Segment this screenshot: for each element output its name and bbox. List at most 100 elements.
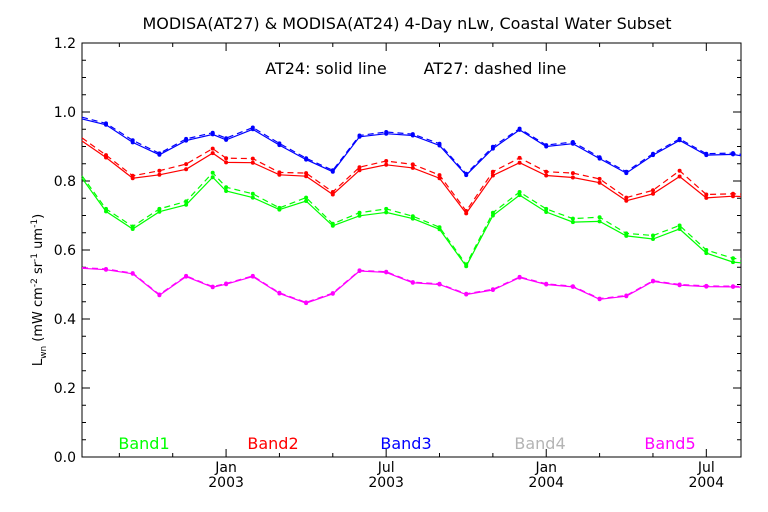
- band3-solid-point: [437, 143, 442, 148]
- band2-solid-point: [651, 191, 655, 196]
- band2-solid-point: [464, 211, 469, 216]
- band1-dashed-line: [81, 171, 742, 266]
- band1-dashed-point: [384, 206, 389, 211]
- band2-solid-point: [677, 174, 682, 179]
- band5-solid-point: [224, 282, 229, 287]
- band2-dashed-point: [357, 165, 362, 170]
- band1-solid-point: [104, 209, 108, 214]
- band3-solid-point: [104, 122, 108, 127]
- y-tick-label: 1.0: [54, 105, 76, 121]
- band1-dashed-point: [357, 210, 362, 215]
- band5-solid-point: [624, 294, 629, 299]
- band3-solid-point: [731, 152, 735, 157]
- y-tick-label: 1.2: [54, 36, 76, 52]
- band2-dashed-point: [184, 162, 189, 167]
- band1-solid-point: [624, 233, 629, 238]
- band1-solid-point: [277, 207, 282, 212]
- band2-solid-point: [130, 176, 135, 181]
- band5-solid-point: [490, 288, 495, 292]
- band2-solid-point: [250, 160, 255, 165]
- annotation-dashed: AT27: dashed line: [424, 59, 567, 78]
- band2-dashed-point: [437, 173, 442, 178]
- band1-dashed-point: [224, 185, 229, 190]
- band3-solid-point: [224, 137, 229, 142]
- band2-solid-point: [437, 176, 442, 181]
- legend-band4: Band4: [514, 434, 565, 453]
- band2-dashed-point: [210, 146, 215, 151]
- band1-dashed-point: [570, 216, 575, 221]
- band2-solid-point: [184, 167, 189, 172]
- band3-solid-point: [277, 143, 282, 148]
- y-axis-label-close: ): [31, 214, 46, 219]
- annotation-solid: AT24: solid line: [265, 59, 386, 78]
- band3-solid-point: [304, 157, 309, 162]
- band3-solid-point: [464, 173, 469, 178]
- band5-solid-point: [544, 282, 549, 287]
- x-tick-year: 2004: [528, 475, 564, 491]
- band1-solid-point: [304, 199, 309, 203]
- y-axis-label-units-open: (mW cm: [31, 287, 46, 346]
- x-tick-month: Jul: [697, 460, 715, 476]
- band2-solid-point: [597, 180, 602, 185]
- band5-solid-point: [464, 292, 469, 297]
- y-tick-label: 0.8: [54, 174, 76, 190]
- band5-solid-point: [597, 297, 602, 302]
- band5-solid-point: [210, 285, 215, 290]
- series-group: [81, 116, 742, 306]
- legend-band3: Band3: [380, 434, 431, 453]
- band5-solid-point: [570, 284, 575, 289]
- band1-solid-point: [130, 227, 135, 231]
- band1-solid-point: [184, 202, 189, 207]
- band5-solid-point: [184, 274, 189, 279]
- band2-solid-point: [731, 194, 735, 199]
- band1-solid-point: [731, 260, 735, 265]
- band2-solid-point: [304, 174, 309, 179]
- x-tick-month: Jan: [534, 460, 557, 476]
- band2-solid-point: [224, 160, 229, 165]
- band5-solid-point: [384, 270, 389, 275]
- x-tick-year: 2003: [368, 475, 404, 491]
- band5-solid-point: [731, 284, 735, 289]
- band2-dashed-point: [544, 169, 549, 174]
- band2-solid-point: [384, 162, 389, 167]
- y-axis-label-mid: sr: [31, 261, 46, 278]
- band2-solid-point: [410, 165, 415, 170]
- band5-solid-point: [410, 280, 415, 285]
- band5-solid-point: [157, 293, 162, 298]
- band2-solid-point: [517, 160, 522, 165]
- band2-dashed-point: [624, 195, 629, 200]
- band1-dashed-point: [544, 206, 549, 211]
- axes: 0.00.20.40.60.81.01.2Jan2003Jul2003Jan20…: [54, 36, 742, 491]
- band3-solid-point: [490, 146, 495, 151]
- band1-dashed-point: [250, 191, 255, 196]
- band2-dashed-point: [570, 171, 575, 176]
- band3-solid-point: [157, 152, 162, 157]
- band1-solid-point: [597, 219, 602, 224]
- band5-solid-point: [104, 267, 108, 272]
- legend: Band1 Band2 Band3 Band4 Band5: [118, 434, 695, 453]
- band3-solid-point: [384, 131, 389, 136]
- x-tick-month: Jan: [214, 460, 237, 476]
- band2-dashed-point: [677, 168, 682, 173]
- band1-dashed-point: [517, 190, 522, 194]
- band1-solid-point: [330, 223, 335, 228]
- band2-solid-point: [624, 198, 629, 203]
- y-axis-label-mid2: um: [31, 228, 46, 253]
- band1-dashed-point: [304, 195, 309, 200]
- band5-solid-point: [277, 291, 282, 296]
- band5-solid-point: [651, 279, 655, 284]
- band3-solid-point: [570, 141, 575, 146]
- y-tick-label: 0.4: [54, 312, 76, 328]
- band1-solid-point: [570, 220, 575, 225]
- band3-solid-point: [544, 144, 549, 149]
- band1-solid-point: [464, 264, 469, 269]
- band2-dashed-point: [704, 192, 709, 197]
- band2-solid-point: [277, 172, 282, 177]
- x-tick-year: 2004: [688, 475, 724, 491]
- band2-dashed-point: [384, 159, 389, 163]
- band1-solid-point: [544, 210, 549, 214]
- band2-dashed-point: [410, 162, 415, 167]
- band1-dashed-point: [490, 210, 495, 215]
